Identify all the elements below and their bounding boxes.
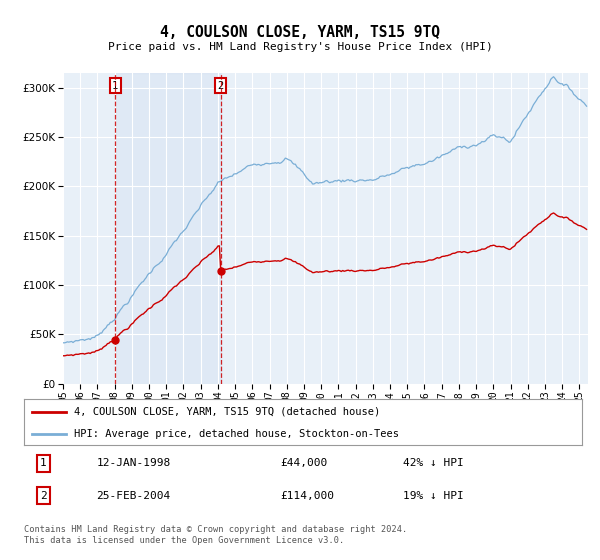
Text: 4, COULSON CLOSE, YARM, TS15 9TQ: 4, COULSON CLOSE, YARM, TS15 9TQ <box>160 25 440 40</box>
Text: 42% ↓ HPI: 42% ↓ HPI <box>403 459 464 469</box>
Text: 2: 2 <box>40 491 47 501</box>
Text: 12-JAN-1998: 12-JAN-1998 <box>97 459 171 469</box>
Bar <box>115 73 221 384</box>
Text: £114,000: £114,000 <box>281 491 335 501</box>
Text: 19% ↓ HPI: 19% ↓ HPI <box>403 491 464 501</box>
Text: Contains HM Land Registry data © Crown copyright and database right 2024.
This d: Contains HM Land Registry data © Crown c… <box>24 525 407 545</box>
Text: 1: 1 <box>112 81 118 91</box>
Text: 4, COULSON CLOSE, YARM, TS15 9TQ (detached house): 4, COULSON CLOSE, YARM, TS15 9TQ (detach… <box>74 407 380 417</box>
Text: £44,000: £44,000 <box>281 459 328 469</box>
Text: 2: 2 <box>217 81 224 91</box>
Text: 1: 1 <box>40 459 47 469</box>
Text: Price paid vs. HM Land Registry's House Price Index (HPI): Price paid vs. HM Land Registry's House … <box>107 42 493 52</box>
Text: HPI: Average price, detached house, Stockton-on-Tees: HPI: Average price, detached house, Stoc… <box>74 429 399 438</box>
Text: 25-FEB-2004: 25-FEB-2004 <box>97 491 171 501</box>
